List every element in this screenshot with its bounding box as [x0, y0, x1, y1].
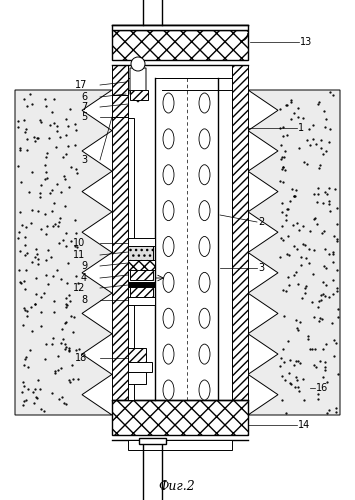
- Bar: [130, 270, 153, 280]
- Bar: [128, 297, 155, 305]
- Bar: [128, 246, 153, 260]
- Bar: [130, 287, 153, 297]
- Polygon shape: [130, 68, 146, 102]
- Ellipse shape: [163, 380, 174, 400]
- Text: 11: 11: [73, 250, 85, 260]
- Text: 18: 18: [75, 353, 87, 363]
- Text: 9: 9: [81, 261, 87, 271]
- Ellipse shape: [199, 165, 210, 184]
- Ellipse shape: [163, 344, 174, 364]
- Bar: [128, 282, 155, 287]
- Text: 10: 10: [73, 238, 85, 248]
- Ellipse shape: [163, 272, 174, 292]
- Text: 16: 16: [316, 383, 328, 393]
- Bar: [112, 65, 128, 400]
- Text: 1: 1: [298, 123, 304, 133]
- Bar: [112, 25, 248, 30]
- Ellipse shape: [199, 200, 210, 220]
- Bar: [232, 65, 248, 400]
- Text: 5: 5: [81, 112, 87, 122]
- Bar: [128, 305, 134, 400]
- Bar: [128, 440, 232, 450]
- Text: 4: 4: [81, 273, 87, 283]
- Bar: [128, 348, 146, 362]
- Text: 7: 7: [81, 102, 87, 112]
- Ellipse shape: [199, 272, 210, 292]
- Bar: [128, 362, 152, 372]
- Text: 12: 12: [73, 283, 85, 293]
- Text: 14: 14: [298, 420, 310, 430]
- Ellipse shape: [163, 165, 174, 184]
- Ellipse shape: [199, 236, 210, 256]
- Ellipse shape: [199, 93, 210, 113]
- Ellipse shape: [199, 344, 210, 364]
- Bar: [128, 118, 134, 238]
- Ellipse shape: [163, 93, 174, 113]
- Text: 3: 3: [258, 263, 264, 273]
- Ellipse shape: [199, 308, 210, 328]
- Ellipse shape: [163, 129, 174, 149]
- Ellipse shape: [199, 129, 210, 149]
- Ellipse shape: [199, 380, 210, 400]
- Ellipse shape: [163, 200, 174, 220]
- Text: 2: 2: [258, 217, 264, 227]
- Bar: [128, 372, 146, 384]
- Bar: [130, 90, 148, 100]
- Text: 3: 3: [81, 155, 87, 165]
- Text: 17: 17: [75, 80, 87, 90]
- Bar: [128, 238, 155, 246]
- Bar: [112, 400, 248, 435]
- Bar: [112, 95, 128, 117]
- Bar: [128, 260, 155, 270]
- Polygon shape: [15, 90, 112, 415]
- Text: 8: 8: [81, 295, 87, 305]
- Polygon shape: [248, 90, 340, 415]
- Ellipse shape: [163, 236, 174, 256]
- Text: Фиг.2: Фиг.2: [159, 480, 195, 494]
- Circle shape: [131, 57, 145, 71]
- Ellipse shape: [163, 308, 174, 328]
- Bar: [112, 30, 248, 60]
- Text: 13: 13: [300, 37, 312, 47]
- Bar: [139, 438, 166, 444]
- Text: 6: 6: [81, 92, 87, 102]
